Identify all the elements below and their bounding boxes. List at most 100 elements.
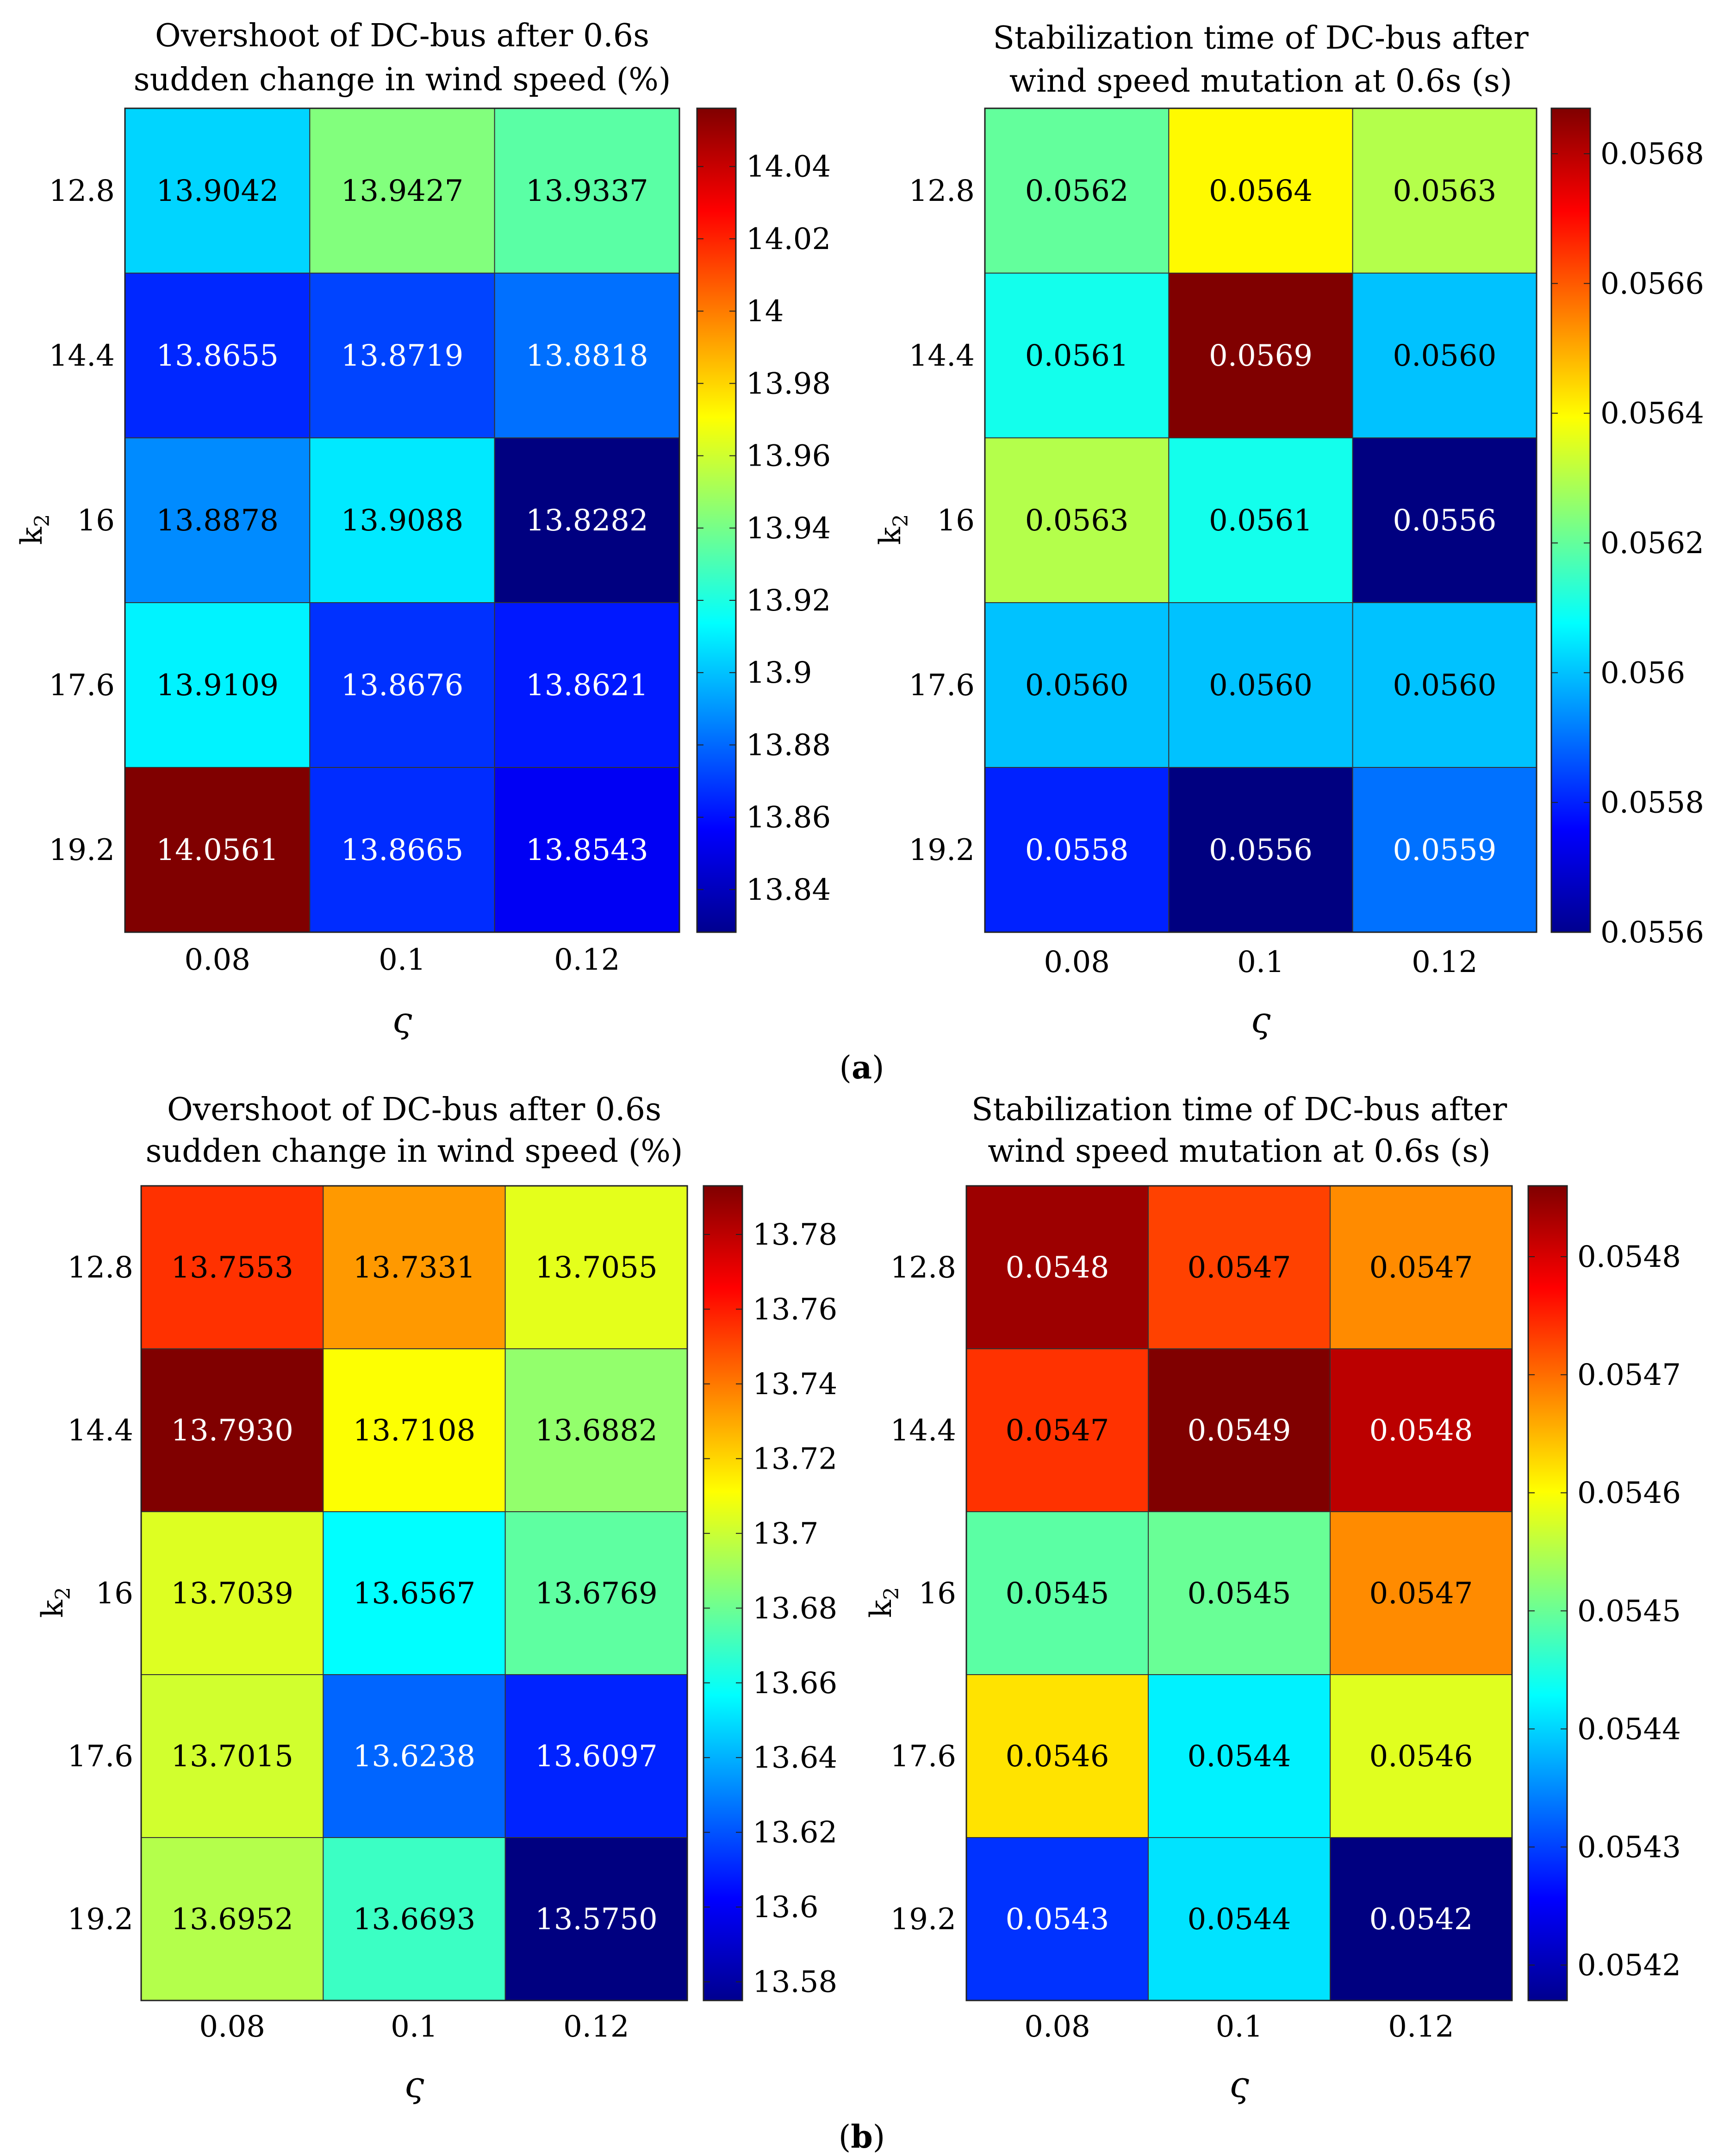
y-tick-label: 12.8 xyxy=(909,174,975,208)
heatmap-cell xyxy=(1148,1185,1331,1349)
colorbar-tick-label: 13.62 xyxy=(753,1816,837,1850)
cell-value-label: 13.7055 xyxy=(535,1251,658,1285)
y-axis-label-main: k xyxy=(36,1599,70,1618)
cell-value-label: 13.8655 xyxy=(156,339,279,373)
heatmap-cell xyxy=(309,767,495,933)
heatmap-cell xyxy=(966,1348,1149,1512)
y-tick-label: 19.2 xyxy=(68,1902,134,1937)
cell-value-label: 0.0544 xyxy=(1188,1902,1291,1937)
colorbar-tick-label: 13.94 xyxy=(746,511,831,546)
cell-value-label: 0.0562 xyxy=(1025,174,1129,208)
cell-value-label: 0.0563 xyxy=(1393,174,1496,208)
colorbar-tick-label: 0.0564 xyxy=(1600,397,1704,431)
y-axis-label-main: k xyxy=(15,526,49,545)
colorbar-tick-label: 13.98 xyxy=(746,367,831,401)
y-tick-label: 16 xyxy=(937,504,975,538)
y-tick-label: 14.4 xyxy=(49,339,115,373)
heatmap-cell xyxy=(141,1348,324,1512)
cell-value-label: 0.0563 xyxy=(1025,504,1129,538)
cell-value-label: 0.0569 xyxy=(1209,339,1313,373)
chart-title-line: wind speed mutation at 0.6s (s) xyxy=(988,1133,1491,1170)
cell-value-label: 0.0556 xyxy=(1393,504,1496,538)
colorbar-tick-label: 13.86 xyxy=(746,801,831,835)
chart-title-line: Stabilization time of DC-bus after xyxy=(971,1091,1507,1128)
colorbar-tick-label: 0.0547 xyxy=(1577,1358,1681,1392)
heatmap-cell xyxy=(323,1511,506,1675)
cell-value-label: 13.9109 xyxy=(156,668,279,703)
cell-value-label: 0.0558 xyxy=(1025,833,1129,867)
cell-value-label: 13.8878 xyxy=(156,504,279,538)
colorbar-tick-label: 0.0548 xyxy=(1577,1240,1681,1274)
chart-title-line: Overshoot of DC-bus after 0.6s xyxy=(167,1091,661,1128)
chart-title-line: Stabilization time of DC-bus after xyxy=(993,20,1529,56)
heatmap-cell xyxy=(1352,767,1537,933)
cell-value-label: 13.8665 xyxy=(341,833,464,867)
x-tick-label: 0.1 xyxy=(1237,945,1284,979)
cell-value-label: 0.0549 xyxy=(1188,1414,1291,1448)
x-tick-label: 0.12 xyxy=(1388,2010,1454,2044)
cell-value-label: 13.6238 xyxy=(353,1739,476,1774)
cell-value-label: 0.0547 xyxy=(1369,1576,1473,1611)
heatmap-cell xyxy=(323,1348,506,1512)
y-axis-label-subscript: 2 xyxy=(889,514,913,527)
colorbar-tick-label: 0.0566 xyxy=(1600,267,1704,301)
colorbar-tick-label: 13.74 xyxy=(753,1367,837,1402)
cell-value-label: 13.8676 xyxy=(341,668,464,703)
heatmap-cell xyxy=(494,602,680,768)
cell-value-label: 0.0545 xyxy=(1006,1576,1109,1611)
heatmap-cell xyxy=(1148,1837,1331,2001)
heatmap-cell xyxy=(323,1185,506,1349)
colorbar-tick-label: 13.68 xyxy=(753,1591,837,1626)
heatmap-cell xyxy=(966,1185,1149,1349)
heatmap-cell xyxy=(1330,1837,1512,2001)
cell-value-label: 13.7331 xyxy=(353,1251,476,1285)
cell-value-label: 13.7553 xyxy=(171,1251,293,1285)
cell-value-label: 0.0546 xyxy=(1006,1739,1109,1774)
y-axis-label: k2 xyxy=(873,514,913,545)
colorbar-tick-label: 14.02 xyxy=(746,222,831,256)
y-axis-label-main: k xyxy=(873,526,908,545)
colorbar-tick-label: 13.84 xyxy=(746,873,831,907)
x-axis-label: ς xyxy=(1229,2064,1249,2105)
y-tick-label: 19.2 xyxy=(890,1902,957,1937)
y-tick-label: 19.2 xyxy=(909,833,975,867)
y-axis-label-subscript: 2 xyxy=(31,514,54,527)
cell-value-label: 13.8621 xyxy=(526,668,648,703)
colorbar-tick-label: 0.0544 xyxy=(1577,1712,1681,1746)
cell-value-label: 14.0561 xyxy=(156,833,279,867)
heatmap-cell xyxy=(984,437,1170,603)
cell-value-label: 13.6882 xyxy=(535,1414,658,1448)
heatmap-cell xyxy=(323,1674,506,1838)
cell-value-label: 0.0561 xyxy=(1025,339,1129,373)
colorbar-tick-label: 13.76 xyxy=(753,1292,837,1327)
heatmap-cell xyxy=(1148,1511,1331,1675)
heatmap-cell xyxy=(984,273,1170,438)
x-tick-label: 0.08 xyxy=(1044,945,1110,979)
colorbar-tick-label: 14.04 xyxy=(746,150,831,184)
heatmap-cell xyxy=(141,1674,324,1838)
cell-value-label: 0.0547 xyxy=(1188,1251,1291,1285)
heatmap-cell xyxy=(1168,437,1353,603)
heatmap-cell xyxy=(141,1837,324,2001)
x-axis-label: ς xyxy=(1251,999,1271,1041)
colorbar-tick-label: 13.6 xyxy=(753,1890,819,1925)
heatmap-cell xyxy=(494,273,680,438)
heatmap-stabilization-b: Stabilization time of DC-bus after wind s… xyxy=(864,1091,1681,2105)
x-tick-label: 0.1 xyxy=(1216,2010,1263,2044)
chart-title-line: sudden change in wind speed (%) xyxy=(146,1133,683,1170)
heatmap-cell xyxy=(309,273,495,438)
cell-value-label: 0.0560 xyxy=(1209,668,1313,703)
colorbar-tick-label: 13.7 xyxy=(753,1517,819,1551)
x-tick-label: 0.08 xyxy=(184,943,250,977)
heatmap-cell xyxy=(1352,437,1537,603)
y-axis-label: k2 xyxy=(36,1587,75,1618)
heatmap-cell xyxy=(124,767,311,933)
heatmap-cell xyxy=(124,602,311,768)
heatmap-cell xyxy=(504,1348,688,1512)
cell-value-label: 13.8719 xyxy=(341,339,464,373)
cell-value-label: 0.0547 xyxy=(1006,1414,1109,1448)
y-tick-label: 17.6 xyxy=(68,1739,134,1774)
y-tick-label: 16 xyxy=(96,1576,133,1611)
x-tick-label: 0.12 xyxy=(1412,945,1478,979)
